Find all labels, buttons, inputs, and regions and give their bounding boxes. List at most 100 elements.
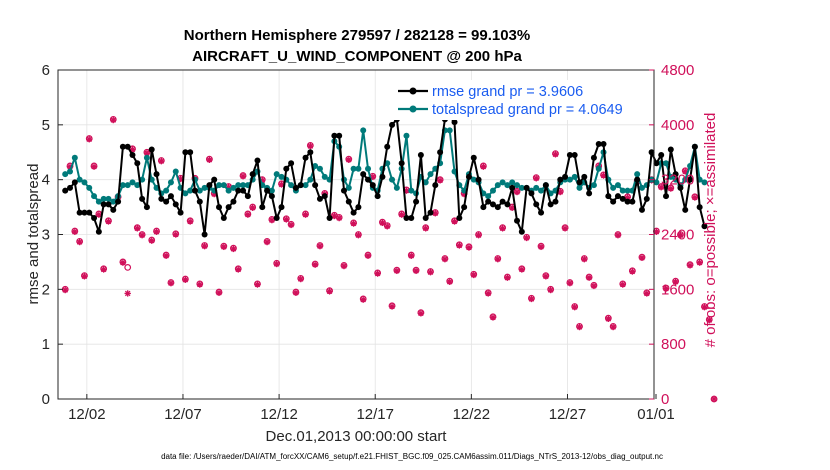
- obs-assimilated-marker: [331, 212, 338, 220]
- obs-assimilated-marker: [436, 177, 444, 184]
- spread-point: [268, 187, 275, 194]
- spread-point: [167, 179, 174, 186]
- obs-assimilated-marker: [172, 231, 179, 238]
- obs-asterisk-stroke: [600, 172, 607, 179]
- y-axis-label: rmse and totalspread: [25, 164, 42, 305]
- x-tick-label: 01/01: [637, 406, 675, 423]
- obs-asterisk-stroke: [437, 177, 443, 184]
- obs-asterisk-stroke: [624, 194, 631, 201]
- spread-point: [321, 173, 328, 180]
- obs-assimilated-marker: [335, 214, 343, 222]
- obs-assimilated-marker: [513, 188, 521, 196]
- obs-asterisk-stroke: [245, 211, 251, 218]
- obs-assimilated-marker: [629, 268, 636, 275]
- rmse-point: [682, 206, 689, 213]
- obs-asterisk-stroke: [105, 218, 112, 225]
- rmse-point: [76, 209, 83, 216]
- spread-point: [71, 154, 78, 161]
- obs-asterisk-stroke: [307, 143, 314, 149]
- rmse-point: [365, 176, 372, 183]
- spread-point: [422, 179, 429, 186]
- rmse-point: [489, 201, 496, 208]
- obs-asterisk-stroke: [264, 239, 270, 245]
- obs-asterisk-stroke: [543, 273, 549, 280]
- spread-point: [350, 165, 357, 172]
- rmse-point: [292, 184, 299, 191]
- obs-assimilated-marker: [138, 231, 146, 239]
- obs-asterisk-stroke: [519, 266, 525, 273]
- rmse-point: [71, 179, 78, 186]
- x-tick-label: 12/17: [356, 406, 394, 423]
- obs-asterisk-stroke: [466, 244, 472, 251]
- rmse-point: [355, 204, 362, 211]
- obs-assimilated-marker: [523, 234, 530, 242]
- rmse-point: [663, 193, 670, 200]
- rmse-point: [235, 187, 242, 194]
- obs-assimilated-marker: [95, 211, 103, 218]
- rmse-point: [105, 201, 112, 208]
- y-tick-label: 3: [42, 227, 50, 244]
- obs-asterisk-stroke: [533, 175, 540, 182]
- rmse-point: [240, 187, 247, 194]
- obs-assimilated-marker: [283, 216, 290, 223]
- obs-assimilated-marker: [484, 290, 492, 297]
- obs-asterisk-stroke: [663, 285, 669, 292]
- obs-assimilated-marker: [686, 262, 694, 269]
- obs-asterisk-stroke: [610, 324, 616, 330]
- rmse-point: [249, 171, 256, 178]
- obs-asterisk-stroke: [216, 290, 222, 296]
- rmse-point: [614, 193, 621, 200]
- spread-point: [187, 187, 194, 194]
- obs-asterisk-stroke: [682, 168, 689, 175]
- spread-point: [389, 176, 396, 183]
- obs-assimilated-marker: [268, 216, 276, 224]
- rmse-point: [523, 184, 530, 191]
- obs-asterisk-stroke: [384, 223, 391, 230]
- spread-point: [610, 184, 617, 191]
- legend-rmse-label: rmse grand pr = 3.9606: [432, 84, 583, 100]
- obs-asterisk-stroke: [567, 280, 573, 286]
- obs-asterisk-stroke: [168, 280, 174, 286]
- spread-point: [595, 165, 602, 172]
- spread-point: [67, 168, 74, 175]
- obs-asterisk-stroke: [249, 205, 256, 211]
- obs-asterisk-stroke: [701, 304, 708, 310]
- obs-assimilated-marker: [100, 266, 107, 273]
- rmse-point: [533, 201, 540, 208]
- rmse-point: [638, 206, 645, 213]
- spread-point: [316, 165, 323, 172]
- rmse-point: [172, 201, 179, 208]
- rmse-point: [691, 143, 698, 150]
- rmse-point: [278, 204, 285, 211]
- obs-assimilated-marker: [653, 228, 660, 235]
- obs-assimilated-marker: [480, 163, 487, 170]
- obs-assimilated-marker: [561, 225, 569, 232]
- rmse-point: [129, 151, 136, 158]
- obs-assimilated-marker: [427, 268, 434, 276]
- rmse-point: [177, 209, 184, 216]
- rmse-point: [86, 209, 93, 216]
- rmse-point: [432, 182, 439, 189]
- legend-spread-label: totalspread grand pr = 4.0649: [432, 102, 623, 118]
- obs-assimilated-marker: [311, 261, 319, 268]
- obs-assimilated-marker: [230, 245, 237, 253]
- obs-assimilated-marker: [465, 244, 473, 251]
- obs-assimilated-marker: [412, 267, 420, 275]
- obs-assimilated-marker: [326, 288, 333, 295]
- spread-point: [182, 190, 189, 197]
- obs-asterisk-stroke: [514, 189, 520, 195]
- obs-assimilated-marker: [494, 255, 501, 263]
- y2-tick-label: 0: [661, 391, 669, 408]
- obs-asterisk-stroke: [408, 252, 415, 259]
- obs-assimilated-marker: [504, 274, 511, 281]
- rmse-point: [244, 193, 251, 200]
- rmse-point: [499, 198, 506, 205]
- obs-asterisk-stroke: [687, 262, 693, 269]
- spread-point: [576, 184, 583, 191]
- obs-assimilated-marker: [547, 286, 554, 294]
- rmse-point: [590, 154, 597, 161]
- rmse-point: [302, 154, 309, 161]
- obs-asterisk-stroke: [591, 283, 597, 289]
- rmse-point: [557, 176, 564, 183]
- obs-assimilated-marker: [273, 260, 280, 268]
